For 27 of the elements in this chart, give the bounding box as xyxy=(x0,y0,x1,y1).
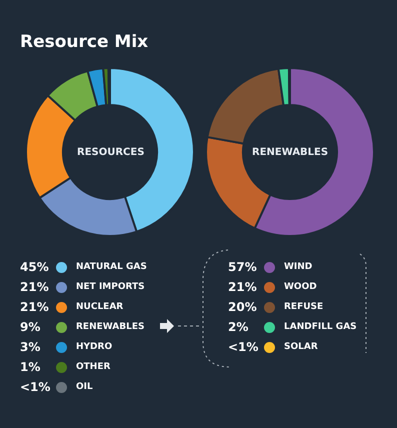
data-label: 1% xyxy=(20,360,42,374)
data-label: 21% xyxy=(20,300,50,314)
data-label: 21% xyxy=(20,280,50,294)
legend-label: NUCLEAR xyxy=(76,302,124,312)
legend-label: WOOD xyxy=(284,282,317,292)
data-label: 57% xyxy=(228,260,258,274)
data-label: 45% xyxy=(20,260,50,274)
text: RENEWABLES xyxy=(252,147,328,158)
data-label: <1% xyxy=(20,380,52,394)
data-label: 9% xyxy=(20,320,42,334)
legend-label: SOLAR xyxy=(284,342,318,352)
legend-label: OTHER xyxy=(76,362,110,372)
data-label: 3% xyxy=(20,340,42,354)
legend-label: WIND xyxy=(284,262,312,272)
legend-label: NET IMPORTS xyxy=(76,282,145,292)
data-label: 2% xyxy=(228,320,250,334)
data-label: <1% xyxy=(228,340,260,354)
chart-title: Resource Mix xyxy=(20,32,148,52)
legend-label: OIL xyxy=(76,382,93,392)
legend-label: NATURAL GAS xyxy=(76,262,147,272)
text: RESOURCES xyxy=(77,147,144,158)
data-label: 20% xyxy=(228,300,258,314)
data-label: 21% xyxy=(228,280,258,294)
legend-label: LANDFILL GAS xyxy=(284,322,357,332)
legend-label: RENEWABLES xyxy=(76,322,144,332)
legend-label: REFUSE xyxy=(284,302,324,312)
legend-label: HYDRO xyxy=(76,342,112,352)
